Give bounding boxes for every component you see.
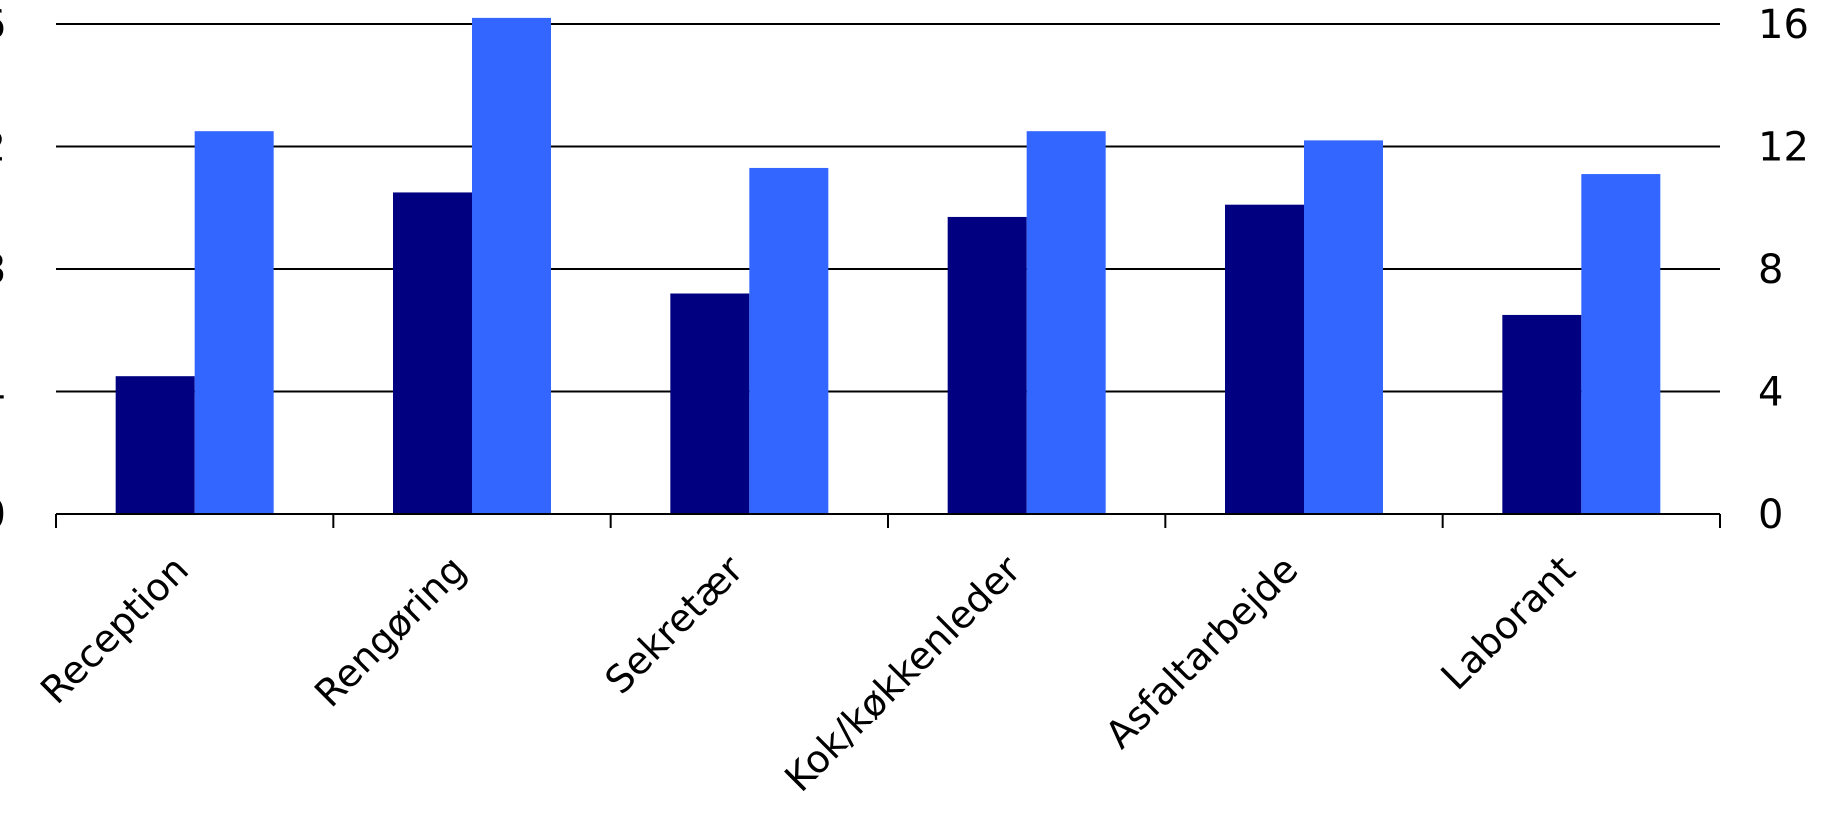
right-y-axis-ticks: 0 4 8 12 16 (1758, 2, 1809, 538)
category-label: Laborant (1433, 547, 1584, 698)
left-y-axis-ticks: 0 4 8 12 16 (0, 2, 6, 538)
bar-series-1-2 (670, 293, 750, 514)
bar-series-1-3 (947, 216, 1027, 514)
category-label: Reception (32, 547, 197, 712)
left-tick-label: 8 (0, 247, 6, 293)
bar-series-1-0 (115, 376, 195, 514)
left-tick-label: 12 (0, 125, 6, 171)
x-axis (55, 513, 1721, 528)
bar-series-2-0 (194, 131, 274, 514)
bars (115, 17, 1661, 514)
bar-series-2-5 (1581, 174, 1661, 514)
bar-series-1-1 (393, 192, 472, 514)
bar-series-1-5 (1502, 314, 1582, 514)
category-label: Sekretær (596, 547, 751, 702)
right-tick-label: 4 (1758, 370, 1783, 416)
left-tick-label: 16 (0, 2, 6, 48)
bar-series-1-4 (1225, 204, 1304, 514)
bar-series-2-1 (472, 17, 551, 514)
bar-series-2-2 (749, 167, 829, 514)
bar-series-2-4 (1304, 140, 1383, 514)
category-label: Kok/køkkenleder (776, 547, 1029, 800)
right-tick-label: 8 (1758, 247, 1783, 293)
bar-series-2-3 (1026, 131, 1106, 514)
left-tick-label: 4 (0, 370, 6, 416)
category-labels: Reception Rengøring Sekretær Kok/køkkenlede… (32, 547, 1584, 800)
right-tick-label: 0 (1758, 492, 1783, 538)
left-tick-label: 0 (0, 492, 6, 538)
gridlines (56, 23, 1720, 393)
category-label: Rengøring (306, 547, 474, 715)
category-label: Asfaltarbejde (1097, 547, 1307, 757)
right-tick-label: 16 (1758, 2, 1809, 48)
right-tick-label: 12 (1758, 125, 1809, 171)
